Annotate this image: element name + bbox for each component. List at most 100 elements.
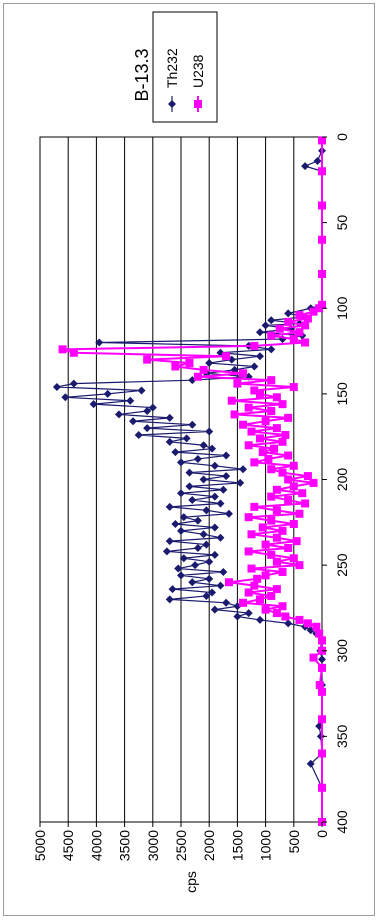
legend-marker-u238 — [194, 100, 202, 108]
data-point-th232 — [205, 427, 214, 436]
data-point-th232 — [267, 316, 276, 325]
data-point-u238 — [244, 403, 253, 412]
data-point-th232 — [233, 612, 242, 621]
x-tick-label: 0 — [334, 133, 350, 141]
data-point-th232 — [129, 417, 138, 426]
data-point-u238 — [247, 530, 256, 539]
y-tick-label: 0 — [314, 830, 330, 838]
data-point-u238 — [318, 783, 326, 792]
data-point-u238 — [284, 317, 293, 326]
x-tick-label: 250 — [334, 553, 350, 577]
y-axis-ticks: 0 500 1000 1500 2000 2500 3000 3500 4000 4500 5000 — [32, 822, 330, 861]
data-point-u238 — [272, 609, 281, 618]
data-point-u238 — [247, 564, 256, 573]
x-tick-label: 200 — [334, 468, 350, 492]
data-point-th232 — [193, 454, 202, 463]
data-point-u238 — [58, 345, 67, 354]
data-point-u238 — [261, 540, 270, 549]
data-point-th232 — [137, 386, 146, 395]
data-point-u238 — [318, 235, 326, 244]
data-point-u238 — [318, 167, 326, 176]
data-point-u238 — [258, 523, 267, 532]
data-point-th232 — [69, 379, 78, 388]
data-point-u238 — [244, 513, 253, 522]
data-point-u238 — [272, 424, 281, 433]
data-point-u238 — [303, 472, 312, 481]
data-point-u238 — [267, 465, 276, 474]
data-point-u238 — [318, 715, 326, 724]
data-point-u238 — [253, 574, 262, 583]
data-point-u238 — [185, 359, 194, 368]
x-tick-label: 350 — [334, 724, 350, 748]
x-tick-label: 150 — [334, 382, 350, 406]
data-point-u238 — [272, 393, 281, 402]
data-point-th232 — [143, 407, 152, 415]
y-tick-label: 2500 — [173, 830, 189, 861]
data-point-u238 — [303, 314, 312, 323]
data-point-u238 — [250, 386, 259, 395]
data-point-u238 — [224, 578, 233, 587]
y-tick-label: 2000 — [201, 830, 217, 861]
data-point-u238 — [230, 410, 239, 419]
data-point-th232 — [103, 389, 112, 398]
data-point-th232 — [284, 619, 293, 628]
data-point-u238 — [284, 475, 293, 484]
data-point-u238 — [239, 420, 248, 429]
data-point-u238 — [312, 622, 321, 631]
data-point-th232 — [174, 564, 183, 573]
data-point-u238 — [275, 324, 284, 333]
data-point-u238 — [244, 588, 253, 597]
data-point-th232 — [202, 506, 211, 515]
data-point-th232 — [255, 328, 264, 337]
data-point-u238 — [233, 379, 242, 388]
data-point-u238 — [244, 441, 253, 450]
y-tick-label: 1500 — [229, 830, 245, 861]
data-point-th232 — [202, 540, 211, 549]
data-point-u238 — [289, 482, 298, 491]
y-tick-label: 4500 — [60, 830, 76, 861]
series-layer — [52, 136, 326, 826]
data-point-u238 — [301, 321, 310, 330]
data-point-th232 — [126, 396, 135, 405]
y-tick-label: 3500 — [117, 830, 133, 861]
data-point-u238 — [69, 348, 78, 357]
data-point-u238 — [284, 544, 293, 552]
data-point-u238 — [295, 509, 304, 518]
y-tick-label: 4000 — [88, 830, 104, 861]
data-point-u238 — [309, 307, 318, 316]
data-point-th232 — [52, 383, 61, 392]
data-point-th232 — [255, 615, 264, 624]
data-point-u238 — [295, 561, 304, 570]
legend: Th232 U238 — [152, 11, 218, 123]
x-axis-ticks: 0 50 100 150 200 250 300 350 400 — [322, 133, 350, 834]
data-point-th232 — [199, 475, 208, 484]
data-point-u238 — [143, 355, 152, 364]
data-point-th232 — [255, 352, 264, 361]
data-point-th232 — [188, 496, 197, 505]
data-point-th232 — [182, 434, 191, 443]
data-point-u238 — [295, 615, 304, 624]
data-point-th232 — [165, 502, 174, 511]
data-point-th232 — [199, 530, 208, 539]
data-point-th232 — [165, 437, 174, 446]
data-point-u238 — [278, 468, 287, 477]
data-point-u238 — [281, 612, 290, 621]
data-point-th232 — [188, 420, 197, 429]
data-point-th232 — [224, 509, 233, 518]
data-point-th232 — [210, 461, 219, 470]
data-point-u238 — [303, 619, 312, 628]
legend-box — [152, 11, 218, 123]
data-point-th232 — [239, 465, 248, 474]
x-tick-label: 300 — [334, 639, 350, 663]
data-point-u238 — [301, 499, 310, 508]
data-point-u238 — [272, 485, 281, 494]
data-point-th232 — [301, 162, 310, 171]
data-point-th232 — [177, 526, 185, 535]
data-point-th232 — [236, 478, 245, 487]
data-point-u238 — [255, 595, 264, 604]
data-point-u238 — [247, 427, 256, 436]
data-point-u238 — [301, 338, 310, 347]
data-point-th232 — [179, 513, 188, 522]
data-point-th232 — [216, 499, 225, 508]
